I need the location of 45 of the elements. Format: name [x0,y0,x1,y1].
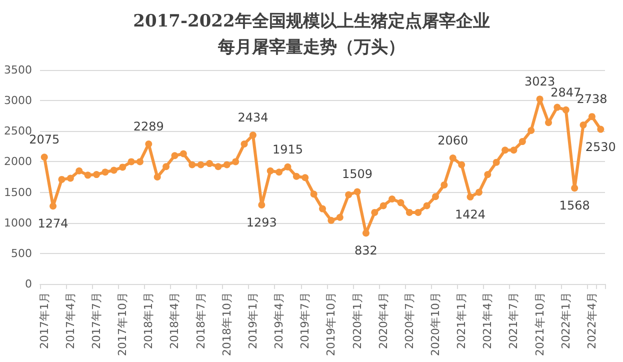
x-tick-label: 2019年1月 [246,292,260,349]
x-tick-label: 2017年7月 [90,292,103,349]
x-tick-label: 2018年1月 [142,292,156,349]
data-label: 1424 [454,207,486,222]
x-tick-label: 2019年7月 [298,292,312,349]
x-tick-label: 2018年4月 [168,292,182,349]
data-label: 1293 [246,215,277,230]
x-tick-label: 2017年1月 [38,292,51,349]
data-label: 1915 [272,142,304,156]
x-tick-label: 2017年4月 [64,292,77,349]
y-tick-label: 3500 [4,64,32,76]
y-tick-label: 1000 [4,216,32,230]
data-label: 1274 [38,216,68,231]
x-tick-label: 2022年1月 [559,292,572,349]
chart-subtitle: 每月屠宰量走势（万头） [217,38,405,58]
data-label: 2289 [133,120,164,134]
data-label: 832 [354,244,378,258]
x-tick-label: 2021年7月 [507,292,520,349]
x-tick-label: 2020年10月 [429,292,442,356]
x-tick-label: 2021年4月 [481,292,494,349]
y-tick-label: 2500 [4,124,32,138]
x-tick-label: 2019年10月 [324,292,338,356]
y-tick-label: 2000 [4,155,32,168]
data-label: 2434 [238,110,268,125]
x-tick-label: 2021年10月 [533,292,546,356]
data-label: 3023 [524,74,556,89]
x-tick-label: 2021年1月 [455,292,468,349]
y-tick-label: 1500 [4,186,32,199]
x-tick-label: 2018年7月 [194,292,208,349]
data-label: 1509 [342,167,373,182]
x-tick-label: 2020年4月 [376,292,390,349]
data-label: 1568 [559,198,590,213]
x-tick-label: 2022年4月 [585,292,598,349]
data-label: 2060 [438,134,468,148]
data-label: 2075 [29,132,60,147]
y-tick-label: 3000 [4,94,32,108]
x-tick-label: 2019年4月 [272,292,286,349]
x-tick-label: 2017年10月 [116,292,130,356]
data-label: 2530 [585,140,616,154]
y-tick-label: 500 [11,246,32,260]
y-tick-label: 0 [25,278,32,290]
x-tick-label: 2020年7月 [402,292,416,349]
chart-title: 2017-2022年全国规模以上生猪定点屠宰企业 [133,12,490,32]
x-tick-label: 2018年10月 [220,292,234,356]
x-tick-label: 2020年1月 [350,292,364,349]
